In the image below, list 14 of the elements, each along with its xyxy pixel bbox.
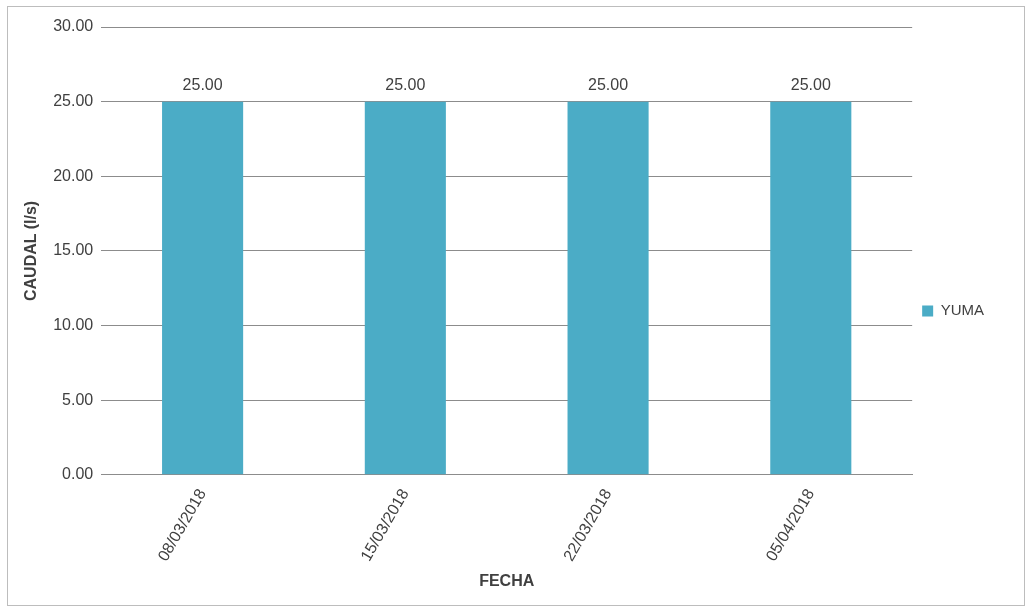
data-label: 25.00 [790, 76, 831, 94]
data-label: 25.00 [588, 76, 629, 94]
x-axis-title: FECHA [479, 571, 535, 589]
y-tick-label: 30.00 [53, 17, 94, 35]
y-tick-label: 5.00 [62, 390, 94, 408]
y-tick-label: 10.00 [53, 315, 94, 333]
y-tick-label: 20.00 [53, 166, 94, 184]
legend-label: YUMA [940, 301, 985, 319]
y-axis-title: CAUDAL (l/s) [22, 200, 40, 301]
y-tick-label: 0.00 [62, 465, 94, 483]
data-label: 25.00 [385, 76, 426, 94]
y-tick-label: 25.00 [53, 92, 94, 110]
data-label: 25.00 [182, 76, 223, 94]
y-tick-label: 15.00 [53, 241, 94, 259]
